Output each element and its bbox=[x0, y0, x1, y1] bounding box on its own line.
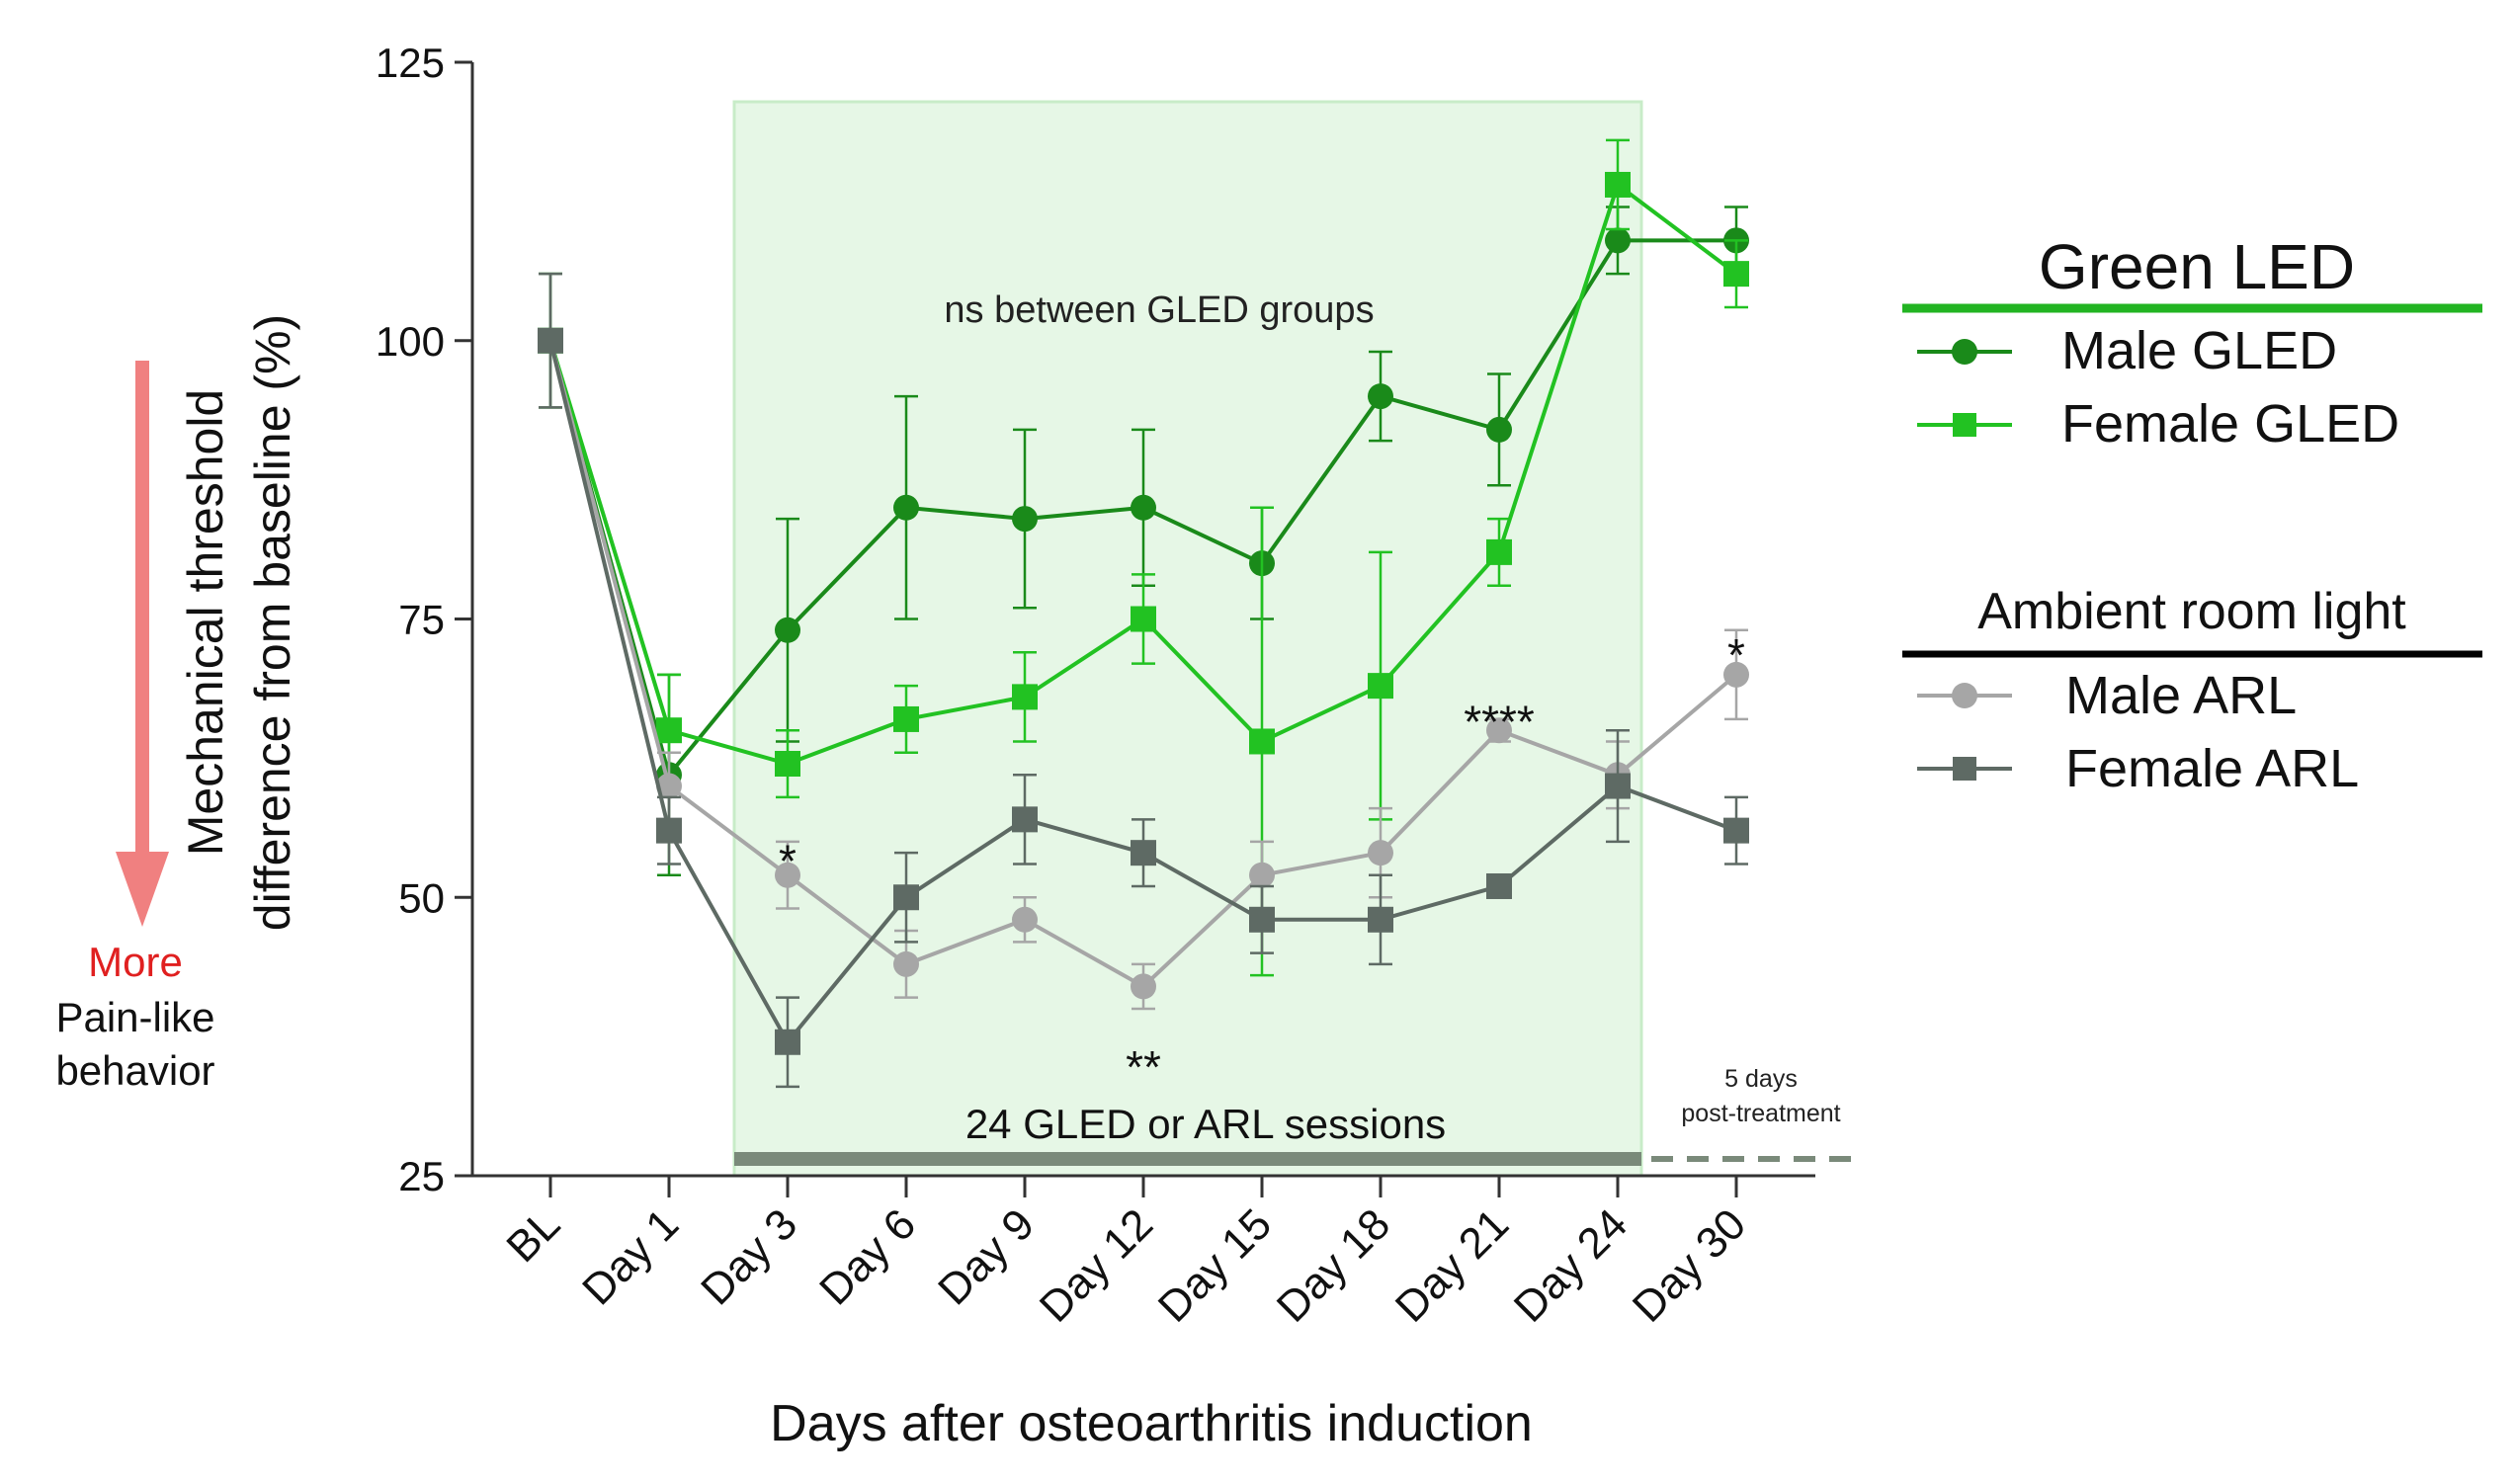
point-female-gled-day-9 bbox=[1012, 684, 1038, 710]
point-male-arl-day-12 bbox=[1131, 973, 1156, 1000]
legend-label-male-gled: Male GLED bbox=[2061, 321, 2337, 380]
x-tick-label-day-12: Day 12 bbox=[1031, 1199, 1162, 1331]
sessions-bar bbox=[734, 1152, 1641, 1166]
series-female-arl bbox=[538, 272, 1749, 1089]
point-male-arl-day-9 bbox=[1012, 906, 1038, 933]
point-male-arl-day-3 bbox=[775, 862, 800, 888]
pain-arrow-head bbox=[116, 852, 169, 927]
x-tick-label-day-21: Day 21 bbox=[1386, 1199, 1518, 1331]
legend-label-male-arl: Male ARL bbox=[2065, 666, 2297, 725]
x-tick-label-bl: BL bbox=[497, 1199, 569, 1272]
side-note-behavior: behavior bbox=[55, 1047, 214, 1094]
point-male-arl-day-18 bbox=[1368, 840, 1393, 866]
background-layer bbox=[732, 100, 1858, 1178]
x-tick-label-day-6: Day 6 bbox=[810, 1199, 925, 1314]
x-tick-label-day-3: Day 3 bbox=[692, 1199, 806, 1314]
x-tick-label-day-30: Day 30 bbox=[1624, 1199, 1755, 1331]
significance-annotation-1: ** bbox=[1126, 1041, 1161, 1093]
annotations-layer: ******** bbox=[779, 629, 1745, 1093]
y-axis-label-line2: difference from baseline (%) bbox=[245, 314, 300, 931]
post-treatment-label-line2: post-treatment bbox=[1681, 1100, 1840, 1127]
point-male-arl-day-21 bbox=[1486, 717, 1512, 744]
significance-annotation-0: * bbox=[779, 836, 797, 887]
point-female-arl-day-18 bbox=[1368, 906, 1393, 933]
point-female-arl-day-24 bbox=[1605, 773, 1631, 799]
point-female-arl-day-21 bbox=[1486, 872, 1512, 899]
pain-arrow-shaft bbox=[135, 361, 149, 860]
point-female-arl-day-6 bbox=[893, 884, 919, 911]
post-treatment-label-line1: 5 days bbox=[1724, 1065, 1798, 1093]
point-female-arl-bl bbox=[538, 327, 563, 354]
legend-marker-female-gled bbox=[1953, 413, 1976, 437]
y-axis-label-line1: Mechanical threshold bbox=[178, 389, 233, 857]
legend-arl-title: Ambient room light bbox=[1977, 583, 2406, 640]
point-male-arl-day-15 bbox=[1249, 862, 1275, 888]
y-tick-label-75: 75 bbox=[398, 597, 445, 643]
y-tick-label-125: 125 bbox=[376, 40, 445, 86]
x-tick-label-day-9: Day 9 bbox=[929, 1199, 1044, 1314]
point-female-gled-day-3 bbox=[775, 751, 800, 778]
x-tick-label-day-18: Day 18 bbox=[1268, 1199, 1399, 1331]
point-male-gled-day-3 bbox=[775, 617, 800, 643]
point-female-gled-day-1 bbox=[656, 717, 682, 744]
point-female-arl-day-3 bbox=[775, 1029, 800, 1055]
side-note-pain-like: Pain-like bbox=[55, 994, 214, 1040]
point-female-gled-day-6 bbox=[893, 705, 919, 732]
point-female-arl-day-12 bbox=[1131, 840, 1156, 866]
shaded-treatment-region bbox=[732, 100, 1643, 1178]
significance-annotation-3: * bbox=[1727, 629, 1745, 681]
point-male-gled-day-18 bbox=[1368, 383, 1393, 410]
point-female-gled-day-12 bbox=[1131, 606, 1156, 632]
point-male-gled-day-24 bbox=[1605, 227, 1631, 254]
point-female-gled-day-15 bbox=[1249, 728, 1275, 755]
x-axis-label: Days after osteoarthritis induction bbox=[770, 1395, 1533, 1452]
y-tick-label-100: 100 bbox=[376, 318, 445, 365]
legend-marker-female-arl bbox=[1953, 757, 1976, 781]
legend-label-female-gled: Female GLED bbox=[2061, 394, 2399, 453]
point-female-arl-day-15 bbox=[1249, 906, 1275, 933]
legend-label-female-arl: Female ARL bbox=[2065, 739, 2359, 798]
x-tick-label-day-15: Day 15 bbox=[1149, 1199, 1281, 1331]
side-note-more: More bbox=[88, 939, 183, 985]
point-female-gled-day-18 bbox=[1368, 673, 1393, 700]
series-layer bbox=[538, 138, 1749, 1089]
legend-marker-male-arl bbox=[1952, 683, 1977, 708]
legend-gled-title: Green LED bbox=[2039, 231, 2355, 302]
point-male-arl-day-6 bbox=[893, 950, 919, 977]
point-female-gled-day-24 bbox=[1605, 171, 1631, 198]
x-tick-label-day-1: Day 1 bbox=[573, 1199, 688, 1314]
point-male-gled-day-21 bbox=[1486, 416, 1512, 443]
significance-annotation-2: **** bbox=[1464, 697, 1535, 748]
point-female-arl-day-9 bbox=[1012, 806, 1038, 833]
sessions-label: 24 GLED or ARL sessions bbox=[965, 1101, 1446, 1147]
point-male-gled-day-6 bbox=[893, 494, 919, 521]
y-tick-label-25: 25 bbox=[398, 1153, 445, 1199]
point-female-gled-day-30 bbox=[1723, 261, 1749, 288]
point-male-arl-day-30 bbox=[1723, 661, 1749, 688]
point-male-gled-day-12 bbox=[1131, 494, 1156, 521]
shaded-region-label: ns between GLED groups bbox=[944, 289, 1374, 331]
x-tick-label-day-24: Day 24 bbox=[1505, 1199, 1636, 1331]
point-female-gled-day-21 bbox=[1486, 538, 1512, 565]
point-female-arl-day-30 bbox=[1723, 817, 1749, 844]
point-female-arl-day-1 bbox=[656, 817, 682, 844]
y-tick-label-50: 50 bbox=[398, 874, 445, 921]
legend-marker-male-gled bbox=[1952, 339, 1977, 365]
point-male-gled-day-9 bbox=[1012, 506, 1038, 533]
point-male-arl-day-1 bbox=[656, 773, 682, 799]
pain-arrow bbox=[116, 361, 169, 927]
legend: Green LED Male GLED Female GLED Ambient … bbox=[1902, 231, 2482, 798]
